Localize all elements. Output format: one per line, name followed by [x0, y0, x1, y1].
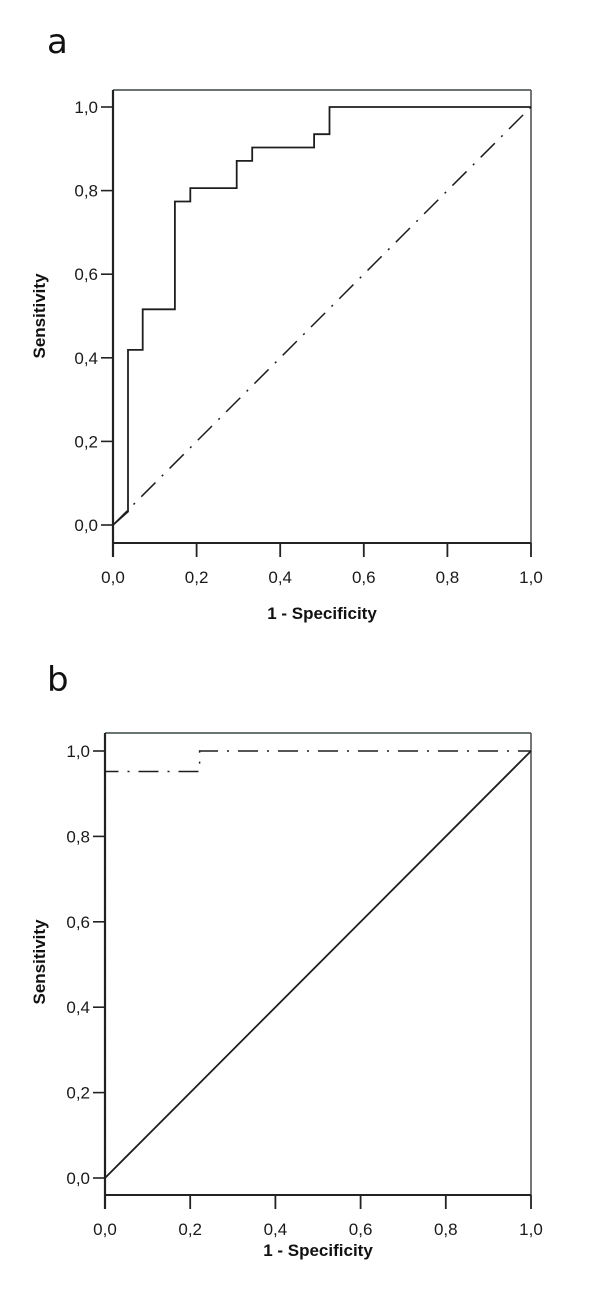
- y-axis-title: Sensitivity: [30, 273, 49, 359]
- x-tick-label: 0,0: [101, 568, 125, 587]
- x-tick-label: 0,6: [349, 1220, 373, 1239]
- y-tick-label: 0,4: [66, 998, 90, 1017]
- y-axis-title: Sensitivity: [30, 919, 49, 1005]
- x-axis-title: 1 - Specificity: [263, 1241, 373, 1260]
- reference-line: [104, 750, 532, 1179]
- x-tick-label: 0,2: [185, 568, 209, 587]
- x-tick-label: 0,8: [434, 1220, 458, 1239]
- roc-chart-b: 0,0 0,2 0,4 0,6 0,8 1,0 0,0 0,2 0,4 0,6 0,8 1,0 1 …: [30, 732, 543, 1260]
- y-tick-label: 0,4: [74, 349, 98, 368]
- x-axis: 0,0 0,2 0,4 0,6 0,8 1,0: [93, 1194, 543, 1239]
- roc-curve: [112, 106, 531, 526]
- y-tick-label: 0,8: [66, 827, 90, 846]
- roc-chart-a: 0,0 0,2 0,4 0,6 0,8 1,0 0,0 0,2 0,4 0,6 0,8 1,0 1 …: [30, 89, 543, 623]
- x-tick-label: 0,4: [264, 1220, 288, 1239]
- panel-label-a: a: [47, 22, 68, 62]
- y-axis: 0,0 0,2 0,4 0,6 0,8 1,0: [66, 733, 107, 1209]
- x-axis: 0,0 0,2 0,4 0,6 0,8 1,0: [101, 542, 543, 587]
- y-tick-label: 0,2: [74, 432, 98, 451]
- x-tick-label: 0,4: [268, 568, 292, 587]
- x-tick-label: 0,2: [178, 1220, 202, 1239]
- plot-frame: [113, 89, 532, 543]
- y-tick-label: 0,8: [74, 182, 98, 201]
- x-tick-label: 0,8: [436, 568, 460, 587]
- x-tick-label: 0,6: [352, 568, 376, 587]
- series-layer: [112, 106, 532, 526]
- x-tick-label: 1,0: [519, 568, 543, 587]
- y-tick-label: 0,6: [66, 913, 90, 932]
- y-tick-label: 0,6: [74, 265, 98, 284]
- panel-label-b: b: [47, 660, 69, 700]
- y-tick-label: 0,2: [66, 1084, 90, 1103]
- y-axis: 0,0 0,2 0,4 0,6 0,8 1,0: [74, 90, 115, 557]
- x-tick-label: 0,0: [93, 1220, 117, 1239]
- y-tick-label: 1,0: [74, 98, 98, 117]
- y-tick-label: 1,0: [66, 742, 90, 761]
- series-layer: [104, 750, 532, 1179]
- plot-frame: [105, 732, 532, 1195]
- y-tick-label: 0,0: [66, 1169, 90, 1188]
- x-axis-title: 1 - Specificity: [267, 604, 377, 623]
- roc-curve: [104, 750, 531, 1178]
- reference-line: [112, 106, 532, 526]
- x-tick-label: 1,0: [519, 1220, 543, 1239]
- y-tick-label: 0,0: [74, 516, 98, 535]
